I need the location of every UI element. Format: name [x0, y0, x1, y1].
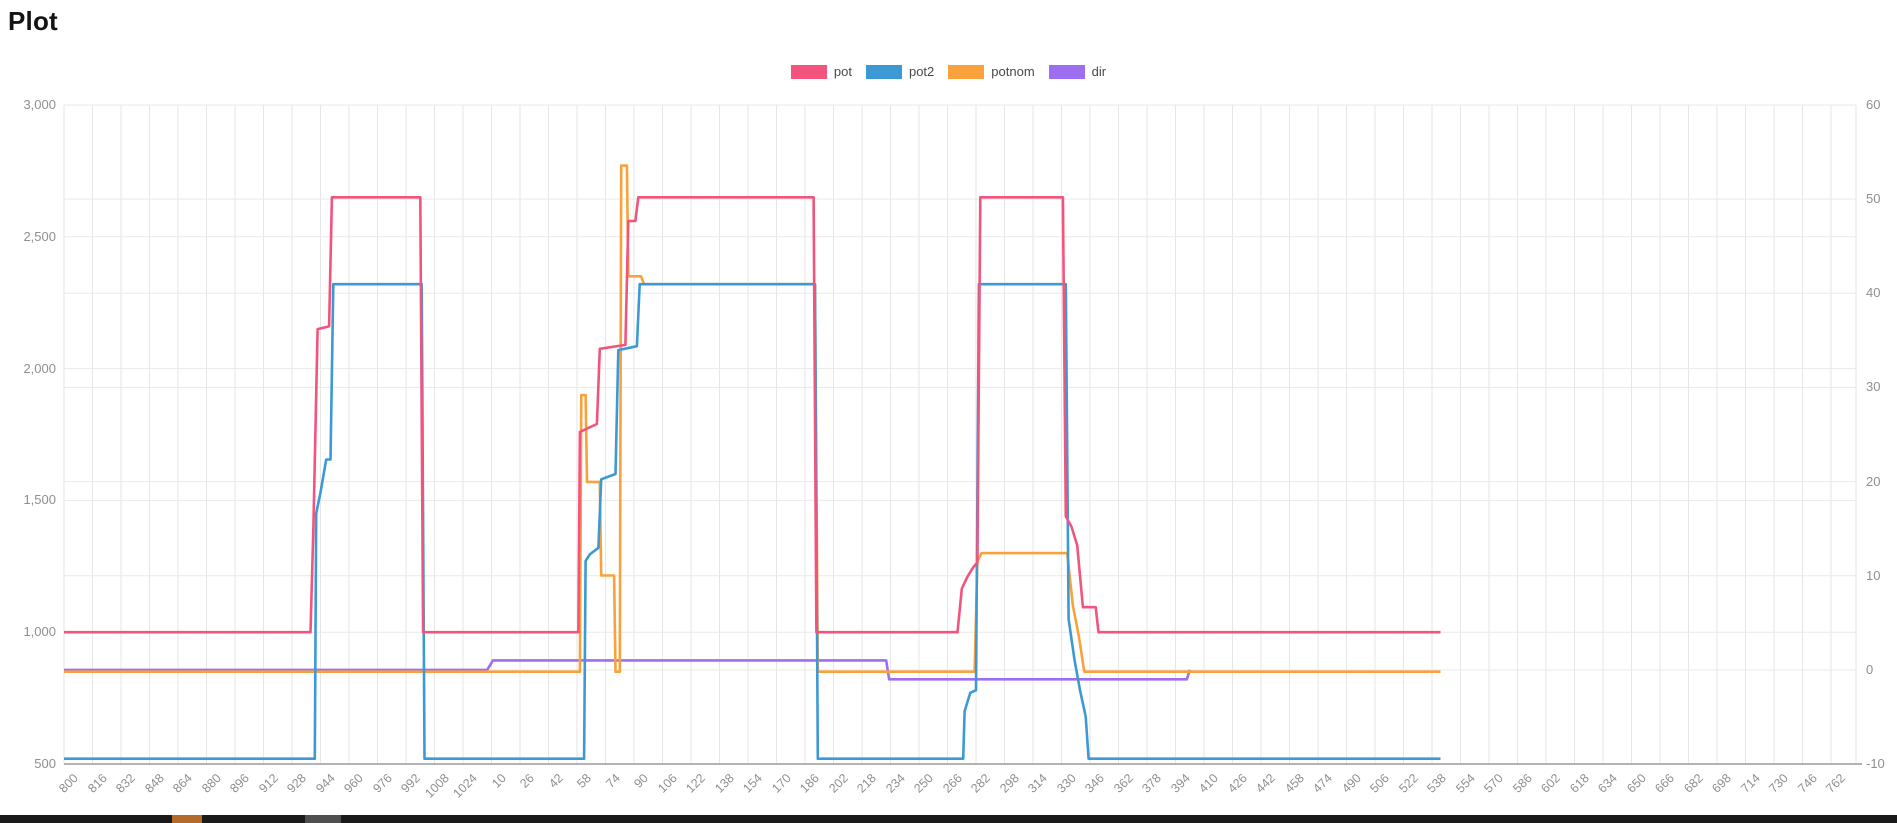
series-pot2-line — [64, 282, 1441, 761]
y-axis-right-tick-label: 60 — [1866, 97, 1881, 112]
chart-legend: pot pot2 potnom dir — [0, 64, 1897, 79]
taskbar-segment — [172, 815, 202, 823]
y-axis-left-tick-label: 3,000 — [23, 97, 56, 112]
legend-swatch-pot2 — [865, 64, 902, 79]
y-axis-left-tick-label: 2,500 — [23, 228, 56, 244]
taskbar-strip — [0, 815, 1897, 823]
y-axis-right-tick-label: 20 — [1866, 473, 1881, 489]
y-axis-left-tick-label: 1,500 — [23, 492, 56, 508]
y-axis-right-tick-label: 0 — [1866, 661, 1874, 677]
legend-item-potnom[interactable]: potnom — [948, 64, 1035, 79]
y-axis-left-tick-label: 1,000 — [23, 624, 56, 640]
legend-item-pot2[interactable]: pot2 — [865, 64, 935, 79]
legend-label: pot2 — [908, 64, 935, 79]
legend-swatch-pot — [790, 64, 827, 79]
legend-item-pot[interactable]: pot — [790, 64, 852, 79]
y-axis-right-tick-label: 30 — [1866, 379, 1881, 395]
legend-label: potnom — [991, 64, 1035, 79]
y-axis-right-tick-label: 40 — [1866, 285, 1881, 301]
y-axis-left-tick-label: 500 — [34, 756, 56, 771]
legend-item-dir[interactable]: dir — [1048, 64, 1107, 79]
series-pot-line — [64, 196, 1441, 634]
legend-label: pot — [833, 64, 852, 79]
legend-label: dir — [1091, 64, 1107, 79]
y-axis-right-tick-label: 10 — [1866, 567, 1881, 583]
legend-swatch-potnom — [948, 64, 985, 79]
y-axis-right-tick-label: 50 — [1866, 191, 1881, 207]
series-dir-line — [64, 659, 1192, 681]
y-axis-right-tick-label: -10 — [1866, 756, 1885, 771]
y-axis-left-tick-label: 2,000 — [23, 360, 56, 376]
taskbar-segment — [305, 815, 341, 823]
series-potnom-line — [64, 164, 1441, 674]
legend-swatch-dir — [1048, 64, 1085, 79]
page-title: Plot — [8, 6, 58, 36]
